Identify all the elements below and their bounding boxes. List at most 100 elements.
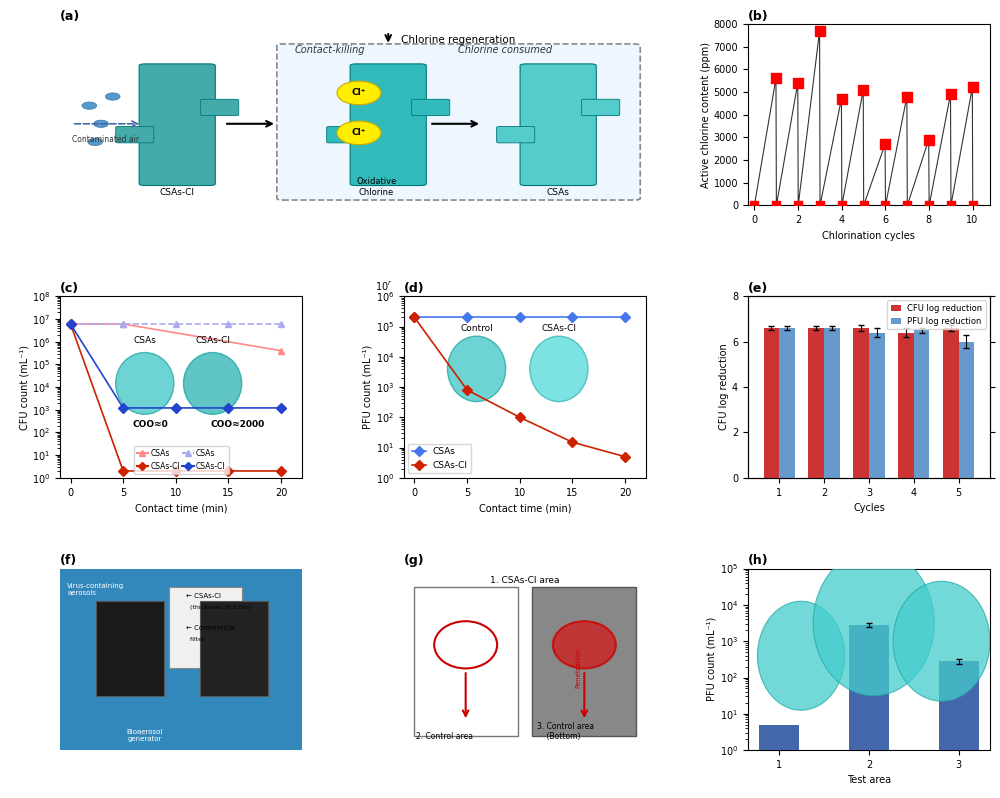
Text: Contaminated air: Contaminated air [72, 135, 139, 144]
Ellipse shape [88, 138, 102, 145]
Bar [898, 333, 914, 478]
Text: Contact-killing: Contact-killing [294, 45, 365, 55]
Circle shape [434, 621, 497, 669]
Text: Chlorine regeneration: Chlorine regeneration [401, 35, 516, 45]
Line: CSAs-Cl: CSAs-Cl [411, 314, 629, 460]
Text: (a): (a) [60, 10, 80, 23]
Text: 1. CSAs-Cl area: 1. CSAs-Cl area [490, 576, 560, 585]
Ellipse shape [337, 81, 381, 105]
Text: ← CSAs-Cl: ← CSAs-Cl [186, 593, 221, 598]
Point [965, 81, 981, 94]
CSAs-Cl [566, 437, 578, 447]
Text: (thickness of 2 cm): (thickness of 2 cm) [186, 605, 250, 610]
Text: CSAs-Cl: CSAs-Cl [195, 336, 230, 346]
X-axis label: Chlorination cycles: Chlorination cycles [822, 231, 915, 241]
Text: Cl⁺: Cl⁺ [352, 89, 366, 97]
CSAs [619, 313, 631, 322]
Text: Penetration: Penetration [575, 647, 581, 688]
Circle shape [553, 621, 616, 669]
Line: CSAs: CSAs [411, 314, 629, 321]
Y-axis label: PFU count (mL⁻¹): PFU count (mL⁻¹) [363, 345, 373, 429]
FancyBboxPatch shape [200, 601, 268, 696]
Bar [779, 328, 795, 478]
Bar [849, 625, 889, 798]
Text: Control: Control [460, 323, 493, 333]
Ellipse shape [94, 120, 108, 128]
CSAs [461, 313, 473, 322]
Point [768, 72, 784, 85]
Point [812, 200, 828, 212]
Bar [939, 662, 979, 798]
Text: CSAs: CSAs [133, 336, 156, 346]
X-axis label: Contact time (min): Contact time (min) [479, 503, 571, 513]
CSAs [408, 313, 420, 322]
Ellipse shape [893, 581, 990, 701]
FancyBboxPatch shape [412, 99, 450, 116]
FancyBboxPatch shape [169, 587, 242, 669]
Point [790, 77, 806, 89]
CSAs-Cl [408, 313, 420, 322]
Bar [764, 328, 779, 478]
Bar [824, 328, 840, 478]
Text: (d): (d) [404, 282, 425, 295]
Point [899, 90, 915, 103]
Bar [959, 342, 974, 478]
Text: filter: filter [186, 637, 205, 642]
Y-axis label: CFU count (mL⁻¹): CFU count (mL⁻¹) [19, 345, 29, 429]
Point [877, 200, 893, 212]
FancyBboxPatch shape [139, 64, 215, 185]
Point [965, 200, 981, 212]
Point [790, 200, 806, 212]
Ellipse shape [530, 336, 588, 401]
Y-axis label: CFU log reduction: CFU log reduction [719, 344, 729, 430]
Legend: CFU log reduction, PFU log reduction: CFU log reduction, PFU log reduction [887, 300, 986, 330]
Y-axis label: Active chlorine content (ppm): Active chlorine content (ppm) [701, 41, 711, 188]
Point [921, 200, 937, 212]
FancyBboxPatch shape [520, 64, 596, 185]
Point [768, 200, 784, 212]
Ellipse shape [82, 102, 97, 109]
Text: COO≈2000: COO≈2000 [210, 420, 264, 429]
Point [812, 25, 828, 38]
Ellipse shape [184, 353, 242, 414]
CSAs-Cl [514, 413, 526, 422]
FancyBboxPatch shape [414, 587, 518, 736]
FancyBboxPatch shape [96, 601, 164, 696]
FancyBboxPatch shape [201, 99, 239, 116]
Legend: CSAs, CSAs-Cl, CSAs, CSAs-Cl: CSAs, CSAs-Cl, CSAs, CSAs-Cl [134, 446, 229, 474]
FancyBboxPatch shape [350, 64, 426, 185]
FancyBboxPatch shape [497, 127, 535, 143]
Text: (b): (b) [748, 10, 768, 23]
Text: (e): (e) [748, 282, 768, 295]
Ellipse shape [105, 93, 120, 101]
Bar [759, 725, 799, 798]
CSAs-Cl [461, 385, 473, 395]
Point [834, 93, 850, 105]
Text: Cl⁺: Cl⁺ [352, 128, 366, 137]
Text: (g): (g) [404, 555, 425, 567]
X-axis label: Cycles: Cycles [853, 503, 885, 513]
Point [921, 133, 937, 146]
Ellipse shape [813, 551, 934, 696]
Text: (f): (f) [60, 555, 77, 567]
Point [855, 83, 871, 96]
Point [943, 200, 959, 212]
Point [834, 200, 850, 212]
FancyBboxPatch shape [277, 44, 640, 200]
Text: Virus-containing
aerosols: Virus-containing aerosols [67, 583, 124, 596]
Text: (h): (h) [748, 555, 768, 567]
X-axis label: Contact time (min): Contact time (min) [135, 503, 227, 513]
Bar [869, 333, 885, 478]
FancyBboxPatch shape [532, 587, 636, 736]
Y-axis label: PFU count (mL⁻¹): PFU count (mL⁻¹) [707, 617, 717, 701]
Text: CSAs: CSAs [547, 188, 570, 196]
Text: (c): (c) [60, 282, 79, 295]
Text: 2. Control area: 2. Control area [416, 732, 473, 741]
Bar [808, 328, 824, 478]
Point [856, 200, 872, 212]
X-axis label: Test area: Test area [847, 776, 891, 785]
Bar [853, 328, 869, 478]
Text: ← Commercial: ← Commercial [186, 626, 236, 631]
Text: COO≈0: COO≈0 [133, 420, 168, 429]
Text: CSAs-Cl: CSAs-Cl [160, 188, 195, 196]
